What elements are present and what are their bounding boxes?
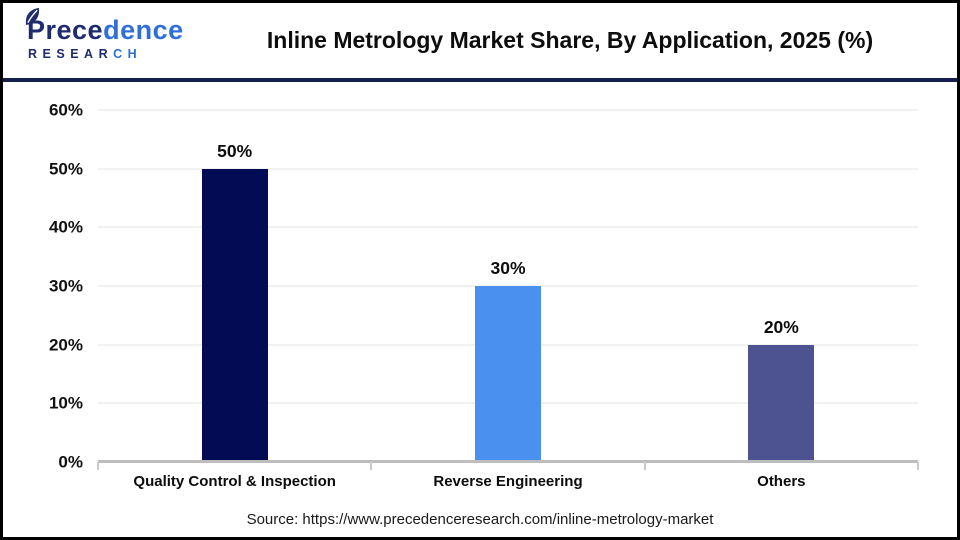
x-axis-tick-3: [917, 462, 919, 470]
x-category-label-2: Reverse Engineering: [433, 473, 583, 490]
bar-value-label-2: 30%: [490, 258, 526, 278]
y-tick-label-0: 0%: [58, 452, 83, 472]
x-axis-tick-2: [643, 462, 646, 470]
source-caption: Source: https://www.precedenceresearch.c…: [246, 511, 714, 528]
precedence-research-logo: Precedence RESEARCH: [25, 8, 195, 61]
header: Precedence RESEARCH Inline Metrology Mar…: [3, 3, 957, 82]
bar-value-label-3: 20%: [763, 316, 799, 337]
y-tick-label-50: 50%: [48, 159, 83, 179]
y-tick-label-40: 40%: [48, 217, 83, 237]
gridline-50: [98, 167, 918, 170]
y-tick-label-10: 10%: [48, 393, 83, 413]
logo-wordmark: Precedence: [25, 8, 195, 45]
gridline-60: [98, 109, 918, 111]
x-category-label-1: Quality Control & Inspection: [133, 473, 336, 490]
logo-sub-part1: RESEAR: [28, 47, 114, 61]
leaf-icon: [25, 8, 40, 25]
y-tick-label-60: 60%: [48, 100, 83, 120]
x-axis-baseline: [98, 460, 918, 463]
logo-word-part1: Prece: [27, 15, 104, 45]
x-category-label-3: Others: [757, 473, 806, 490]
y-axis: 0% 10% 20% 30% 40% 50% 60%: [3, 102, 83, 471]
y-tick-label-20: 20%: [48, 335, 83, 355]
bar-value-label-1: 50%: [217, 140, 253, 161]
chart-title: Inline Metrology Market Share, By Applic…: [266, 27, 874, 53]
plot-area: 50% 30% 20%: [97, 109, 919, 470]
y-tick-label-30: 30%: [48, 276, 83, 296]
logo-subtitle: RESEARCH: [25, 47, 195, 61]
x-axis-tick-0: [97, 462, 99, 470]
bar-2: [475, 286, 541, 462]
logo-word-part2: dence: [103, 15, 184, 45]
gridline-40: [98, 226, 918, 229]
bar-3: [748, 344, 815, 462]
logo-sub-part2: CH: [113, 47, 143, 61]
x-axis: Quality Control & Inspection Reverse Engi…: [98, 470, 918, 494]
bar-1: [201, 168, 268, 462]
x-axis-tick-1: [370, 462, 373, 470]
